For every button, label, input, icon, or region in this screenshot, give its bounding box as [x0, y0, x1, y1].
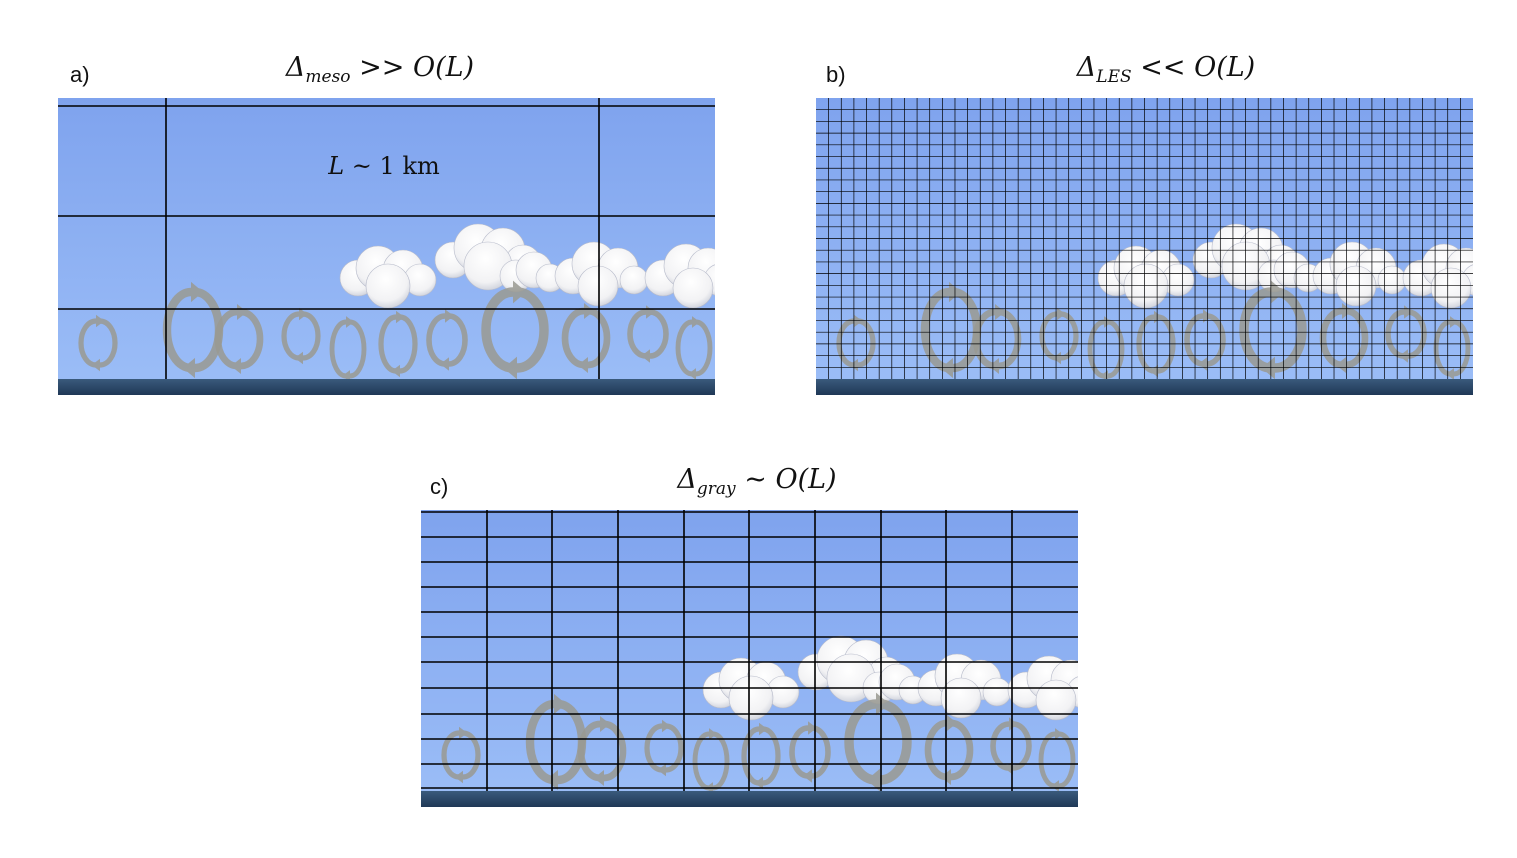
- scene-canvas: [58, 98, 715, 395]
- panel-c-scene: [421, 510, 1078, 807]
- panel-b-title-rest: << O(L): [1131, 52, 1256, 83]
- eddy-arrow-icon: [426, 309, 468, 371]
- cloud: [644, 243, 715, 309]
- sky-background: [58, 98, 715, 395]
- eddy-arrow-icon: [1087, 316, 1125, 382]
- panel-b-scene: [816, 98, 1473, 395]
- eddy-arrow-icon: [1239, 280, 1307, 380]
- eddy-arrow-icon: [844, 692, 912, 792]
- panel-a-length-var: L: [328, 152, 345, 180]
- eddy-arrow-icon: [378, 310, 418, 378]
- scene-canvas: [816, 98, 1473, 395]
- panel-b-title-symbol: Δ: [1076, 52, 1097, 83]
- panel-a-title-rest: >> O(L): [350, 52, 475, 83]
- eddy-arrow-icon: [741, 722, 781, 790]
- eddy-arrow-icon: [644, 719, 684, 777]
- panel-c-title-symbol: Δ: [677, 464, 697, 495]
- eddy-arrow-icon: [441, 726, 481, 784]
- cloud-group: [702, 635, 1078, 721]
- panel-c-title-rest: ~ O(L): [735, 464, 837, 495]
- eddy-arrow-icon: [1038, 728, 1076, 792]
- panel-a-length-annotation: L ~ 1 km: [328, 152, 440, 180]
- panel-a-title-symbol: Δ: [285, 52, 306, 83]
- eddy-arrow-icon: [675, 316, 713, 380]
- scene-canvas: [421, 510, 1078, 807]
- eddy-arrow-icon: [561, 303, 611, 373]
- panel-a-length-rest: ~ 1 km: [344, 152, 440, 180]
- cloud: [499, 251, 565, 293]
- eddy-arrow-icon: [281, 307, 321, 365]
- eddy-arrow-icon: [1039, 307, 1079, 365]
- cloud: [702, 657, 800, 721]
- grid-lines: [58, 98, 715, 379]
- eddy-arrow-icon: [789, 721, 831, 783]
- panel-a-scene: [58, 98, 715, 395]
- panel-b-title-sub: LES: [1096, 67, 1132, 87]
- cloud: [1007, 655, 1078, 721]
- panel-c-label: c): [430, 474, 449, 499]
- eddy-arrow-icon: [1433, 316, 1471, 380]
- ocean-surface: [421, 791, 1078, 807]
- cloud: [554, 241, 649, 307]
- panel-b-title: ΔLES << O(L): [1077, 52, 1255, 87]
- grid-lines: [421, 510, 1078, 791]
- eddy-arrow-icon: [577, 716, 627, 786]
- panel-a-title-sub: meso: [305, 67, 351, 87]
- eddy-arrow-icon: [924, 715, 974, 785]
- grid-lines: [816, 98, 1473, 379]
- ocean-surface: [58, 379, 715, 395]
- eddy-arrow-icon: [329, 316, 367, 382]
- eddy-arrow-icon: [214, 304, 264, 374]
- panel-c-title: Δgray ~ O(L): [677, 464, 836, 499]
- eddy-group: [836, 280, 1471, 382]
- eddy-arrow-icon: [78, 314, 118, 372]
- cloud: [1402, 243, 1473, 309]
- eddy-group: [441, 692, 1076, 794]
- eddy-arrow-icon: [481, 280, 549, 380]
- cloud-group: [339, 223, 715, 309]
- panel-a-label: a): [70, 62, 90, 87]
- panel-a-title: Δmeso >> O(L): [286, 52, 474, 87]
- eddy-group: [78, 280, 713, 382]
- panel-c-title-sub: gray: [696, 479, 736, 499]
- cloud: [339, 245, 437, 309]
- panel-b-label: b): [826, 62, 846, 87]
- ocean-surface: [816, 379, 1473, 395]
